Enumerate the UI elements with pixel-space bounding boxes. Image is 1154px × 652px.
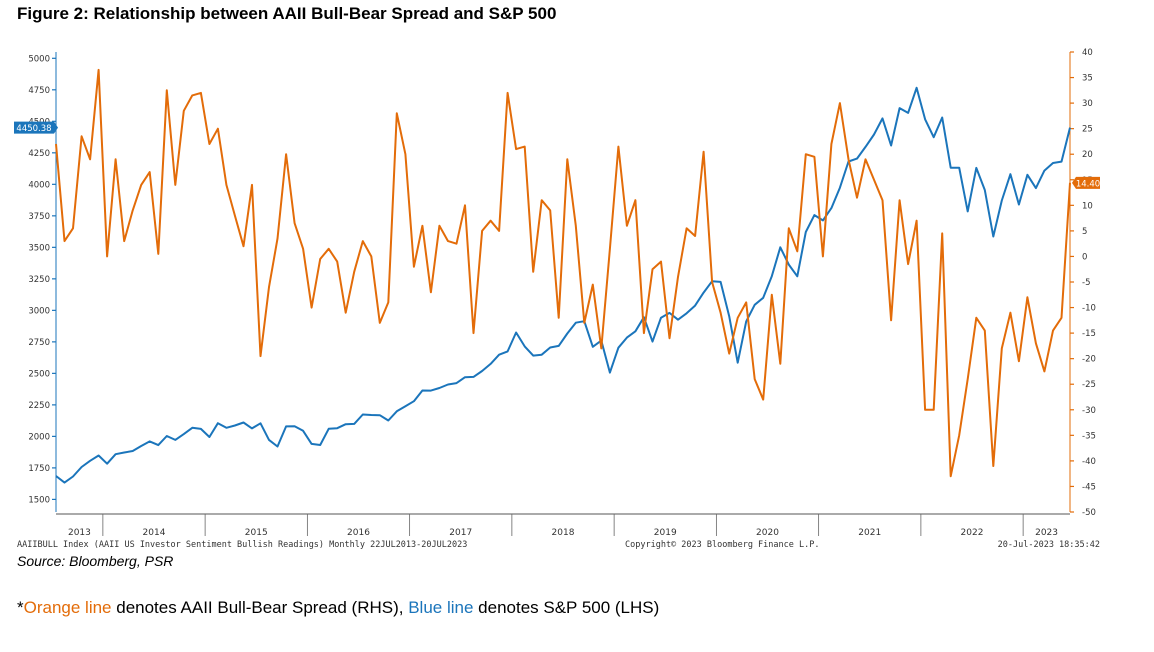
year-label: 2020 [756,528,779,538]
left-tick-label: 2500 [28,369,50,379]
right-tick-label: -15 [1082,329,1096,339]
blue-line-description: denotes S&P 500 (LHS) [473,598,660,617]
year-label: 2014 [143,528,166,538]
year-label: 2017 [449,528,472,538]
right-tick-label: 0 [1082,252,1087,262]
sp500-last-value-tag [14,121,54,134]
note-prefix: * [17,598,24,617]
chart-footer: AAIIBULL Index (AAII US Investor Sentime… [17,540,1100,550]
left-tick-label: 3250 [28,275,50,285]
sp500-last-value-label: 4450.38 [16,124,51,134]
left-tick-label: 3000 [28,306,50,316]
year-label: 2013 [68,528,91,538]
year-label: 2021 [858,528,881,538]
right-tick-label: -45 [1082,482,1096,492]
left-tick-label: 3500 [28,243,50,253]
bull-bear-spread-line [55,68,1071,478]
x-axis: 2013 2014 2015 2016 2017 2018 2019 2020 2021 2022… [68,514,1058,538]
figure-title: Figure 2: Relationship between AAII Bull… [17,4,557,23]
year-label: 2016 [347,528,370,538]
value-tags: 4450.38 14.40 [14,121,1100,189]
year-label: 2022 [961,528,984,538]
left-tick-label: 4250 [28,149,50,159]
left-tick-label: 1500 [28,495,50,505]
line-chart: 1500 1750 2000 2250 2500 2750 3000 3250 3500 3750… [14,48,1100,550]
left-tick-label: 4000 [28,180,50,190]
right-tick-label: -10 [1082,304,1096,314]
footer-center-text: Copyright© 2023 Bloomberg Finance L.P. [625,540,819,550]
year-label: 2015 [245,528,268,538]
left-tick-label: 4750 [28,86,50,96]
right-tick-label: 40 [1082,48,1093,58]
year-label: 2019 [654,528,677,538]
right-tick-label: 10 [1082,201,1093,211]
right-tick-label: -50 [1082,508,1096,518]
year-label: 2023 [1035,528,1058,538]
left-tick-label: 2000 [28,432,50,442]
blue-line-label: Blue line [408,598,474,617]
left-tick-label: 2750 [28,338,50,348]
right-tick-label: 20 [1082,150,1093,160]
right-tick-label: -30 [1082,406,1096,416]
series-layer [55,68,1071,484]
right-tick-label: 35 [1082,74,1093,84]
left-tick-label: 1750 [28,464,50,474]
right-tick-label: -25 [1082,380,1096,390]
spread-last-value-tag [1072,176,1100,189]
left-tick-label: 2250 [28,401,50,411]
right-axis: -50-45-40-35-30-25-20-15-10-505101520253… [1070,48,1096,518]
left-tick-label: 3750 [28,212,50,222]
footer-right-text: 20-Jul-2023 18:35:42 [998,540,1100,550]
plot-frame [55,52,1071,515]
left-tick-label: 5000 [28,54,50,64]
right-tick-label: 5 [1082,227,1087,237]
source-line: Source: Bloomberg, PSR [17,553,174,569]
sp500-last-value-pointer [54,121,58,134]
right-tick-label: 30 [1082,99,1093,109]
year-label: 2018 [552,528,575,538]
right-tick-label: -5 [1082,278,1090,288]
right-tick-label: -20 [1082,355,1096,365]
right-tick-label: 25 [1082,125,1093,135]
right-tick-label: -40 [1082,457,1096,467]
footer-left-text: AAIIBULL Index (AAII US Investor Sentime… [17,540,467,550]
orange-line-label: Orange line [23,598,112,617]
sp500-line [55,86,1071,484]
right-tick-label: -35 [1082,431,1096,441]
legend-note: *Orange line denotes AAII Bull-Bear Spre… [17,598,659,618]
spread-last-value-label: 14.40 [1076,179,1100,189]
orange-line-description: denotes AAII Bull-Bear Spread (RHS), [111,598,409,617]
